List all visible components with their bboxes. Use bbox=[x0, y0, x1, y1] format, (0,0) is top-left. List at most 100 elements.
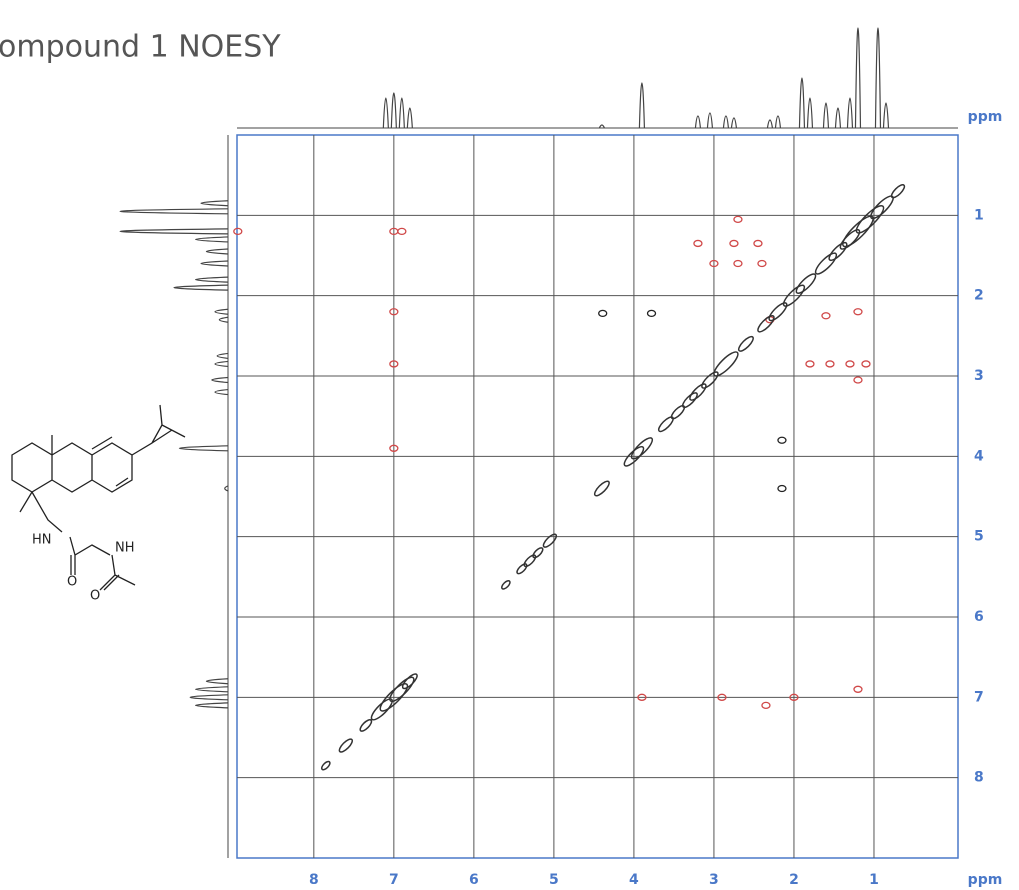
cross-peak bbox=[845, 360, 855, 368]
projection-peak bbox=[766, 119, 774, 129]
projection-peak bbox=[398, 97, 405, 129]
cross-peak bbox=[805, 360, 815, 368]
projection-peak bbox=[722, 115, 730, 129]
projection-peak bbox=[774, 115, 782, 129]
cross-peak bbox=[646, 309, 657, 317]
diagonal-peak bbox=[782, 284, 806, 307]
plot-area bbox=[236, 134, 959, 859]
structure-label: HN bbox=[32, 533, 52, 548]
diagonal-peak bbox=[542, 533, 558, 548]
y-tick-label: 2 bbox=[974, 288, 984, 304]
y-tick-label: 6 bbox=[974, 609, 984, 625]
diagonal-peak bbox=[389, 676, 415, 703]
diagonal-peak bbox=[370, 698, 393, 721]
cross-peak bbox=[853, 376, 863, 384]
structure-label: O bbox=[90, 589, 100, 604]
structure: HN NH O O bbox=[11, 404, 186, 604]
x-tick-label: 4 bbox=[629, 872, 639, 888]
cross-peak bbox=[729, 239, 739, 248]
y-tick-label: 8 bbox=[974, 770, 984, 786]
diagonal-peak bbox=[523, 554, 537, 568]
diagonal-peak bbox=[516, 563, 528, 575]
diagonal-peak bbox=[814, 252, 838, 275]
diagonal-peak bbox=[842, 215, 874, 248]
x-tick-label: 5 bbox=[549, 872, 559, 888]
projection-peak bbox=[706, 112, 714, 129]
structure-label: NH bbox=[115, 541, 135, 556]
y-tick-label: 5 bbox=[974, 529, 984, 545]
cross-peak bbox=[853, 685, 863, 693]
cross-peak bbox=[389, 308, 399, 316]
cross-peak bbox=[753, 239, 763, 248]
structure-label: O bbox=[67, 575, 77, 590]
diagonal-peak bbox=[532, 547, 544, 559]
projection-peak bbox=[882, 102, 890, 129]
projection-peak bbox=[382, 97, 389, 129]
projection-peak bbox=[874, 27, 882, 129]
cross-peak bbox=[777, 436, 787, 444]
projection-peak bbox=[822, 102, 830, 129]
projection-peak bbox=[195, 702, 229, 709]
diagonal-peak bbox=[501, 580, 511, 590]
diagonal-peak bbox=[795, 273, 817, 294]
projection-peak bbox=[224, 485, 229, 492]
cross-peak bbox=[825, 360, 835, 368]
projection-peak bbox=[806, 97, 814, 129]
cross-peak bbox=[717, 693, 727, 701]
cross-peak bbox=[397, 227, 407, 236]
diagonal-peak bbox=[401, 673, 418, 690]
projection-peak bbox=[205, 248, 229, 255]
diagonal-peak bbox=[623, 445, 645, 467]
projection-peak bbox=[195, 236, 229, 243]
x-tick-label: 1 bbox=[869, 872, 879, 888]
diagonal-peak bbox=[657, 416, 674, 433]
diagonal-peak bbox=[630, 437, 654, 460]
x-tick-label: 8 bbox=[309, 872, 319, 888]
diagonal-peak bbox=[870, 195, 894, 220]
diagonal-peak bbox=[320, 760, 331, 771]
cross-peak bbox=[637, 693, 647, 701]
structure-bonds bbox=[11, 404, 186, 591]
projection-peak bbox=[178, 445, 229, 452]
diagonal-peak bbox=[757, 315, 775, 333]
projection-peak bbox=[119, 208, 229, 215]
projection-peak bbox=[211, 376, 229, 384]
projection-peak bbox=[216, 352, 229, 360]
cross-peak bbox=[733, 215, 743, 224]
projection-peak bbox=[834, 107, 842, 129]
projection-peak bbox=[390, 92, 397, 129]
cross-peak bbox=[733, 259, 743, 268]
diagonal-peak bbox=[701, 371, 719, 389]
projection-peak bbox=[200, 200, 229, 207]
x-tick-label: 6 bbox=[469, 872, 479, 888]
cross-peak bbox=[861, 360, 871, 368]
cross-peak bbox=[789, 693, 799, 701]
y-tick-label: 4 bbox=[974, 448, 984, 464]
projection-peak bbox=[854, 27, 862, 129]
projection-peak bbox=[200, 260, 229, 267]
x-tick-label: 7 bbox=[389, 872, 399, 888]
cross-peak bbox=[853, 308, 863, 316]
diagonal-peak bbox=[338, 738, 354, 753]
chart-title: ompound 1 NOESY bbox=[0, 30, 281, 65]
diagonal-peak bbox=[890, 184, 906, 199]
cross-peak bbox=[761, 701, 771, 710]
x-tick-label: 2 bbox=[789, 872, 799, 888]
x-tick-label: 3 bbox=[709, 872, 719, 888]
projection-peak bbox=[638, 82, 646, 129]
y-tick-label: 3 bbox=[974, 368, 984, 384]
diagonal-peak bbox=[359, 719, 373, 732]
cross-peak bbox=[598, 309, 608, 317]
projection-peak bbox=[195, 686, 229, 693]
diagonal-peak bbox=[713, 351, 739, 377]
y-tick-label: 1 bbox=[974, 207, 984, 223]
x-axis-label: ppm bbox=[968, 872, 1003, 888]
projection-peak bbox=[846, 97, 854, 129]
diagonal-peak bbox=[689, 383, 707, 401]
diagonal-peak bbox=[670, 404, 686, 420]
projection-peak bbox=[214, 388, 229, 396]
projection-peak bbox=[173, 284, 229, 291]
projection-peak bbox=[730, 117, 738, 129]
projection-peak bbox=[406, 107, 413, 129]
